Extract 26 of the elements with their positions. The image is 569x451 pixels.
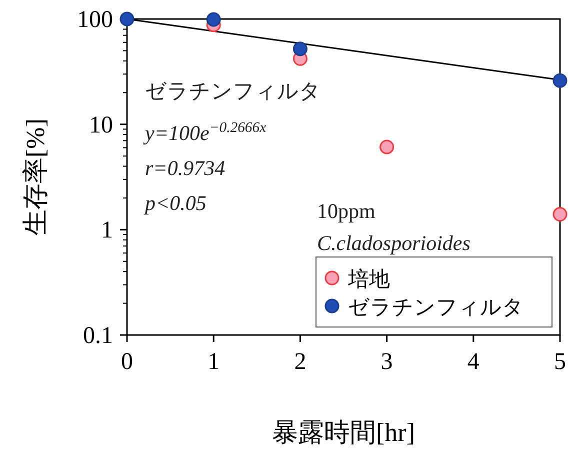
annotation: ゼラチンフィルタ (145, 79, 321, 103)
y-tick-label: 10 (89, 112, 113, 138)
annotation: 10ppm (317, 199, 376, 223)
x-tick-label: 2 (294, 349, 306, 375)
annotation: r=0.9734 (145, 156, 226, 180)
point (206, 12, 221, 27)
annotation: p<0.05 (143, 191, 206, 215)
y-tick-label: 100 (77, 7, 113, 33)
legend-label: 培地 (347, 267, 390, 291)
point (552, 207, 568, 222)
y-tick-label: 1 (101, 218, 113, 244)
legend-label: ゼラチンフィルタ (348, 295, 524, 319)
point (120, 12, 134, 26)
x-tick-label: 3 (380, 349, 393, 375)
annotation: C.cladosporioides (317, 231, 470, 255)
x-tick-label: 1 (208, 349, 220, 375)
x-tick-label: 4 (467, 349, 480, 375)
point (380, 140, 394, 154)
x-tick-label: 5 (554, 349, 566, 375)
annotation: y=100e$^{−0.2666x}$ (143, 120, 267, 145)
x-axis-title: 暴露時間[hr] (272, 418, 415, 447)
point (552, 73, 568, 88)
x-tick-label: 0 (121, 349, 133, 375)
y-axis-title: 生存率[%] (21, 118, 50, 236)
point (292, 42, 308, 56)
y-tick-label: 0.1 (83, 323, 113, 349)
